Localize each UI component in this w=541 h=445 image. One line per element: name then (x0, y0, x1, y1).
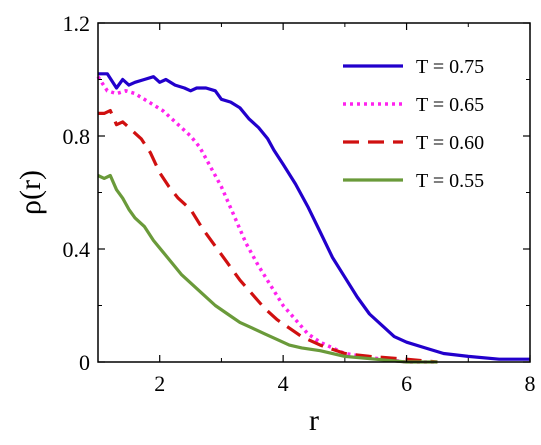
legend-label-1: T = 0.75 (416, 56, 484, 78)
series-line-3 (98, 109, 438, 364)
x-tick-label: 2 (154, 371, 165, 396)
y-tick-label: 0.4 (63, 237, 91, 262)
legend-label-3: T = 0.60 (416, 132, 484, 154)
x-tick-label: 6 (401, 371, 412, 396)
series-line-2 (96, 75, 438, 364)
series-layer (96, 72, 530, 364)
ticks-layer: 2 4 6 8 0 0.4 0.8 1.2 (63, 11, 536, 396)
y-axis-label: ρ(r) (14, 170, 47, 215)
legend-label-2: T = 0.65 (416, 94, 484, 116)
legend-label-4: T = 0.55 (416, 170, 484, 192)
y-tick-label: 0 (79, 350, 90, 375)
legend: T = 0.75 T = 0.65 T = 0.60 T = 0.55 (343, 56, 484, 192)
series-line-4 (97, 173, 438, 364)
y-tick-label: 0.8 (63, 124, 91, 149)
x-tick-label: 4 (278, 371, 289, 396)
series-line-1 (98, 72, 530, 361)
x-tick-label: 8 (525, 371, 536, 396)
x-axis-label: r (309, 404, 319, 437)
y-tick-label: 1.2 (63, 11, 91, 36)
